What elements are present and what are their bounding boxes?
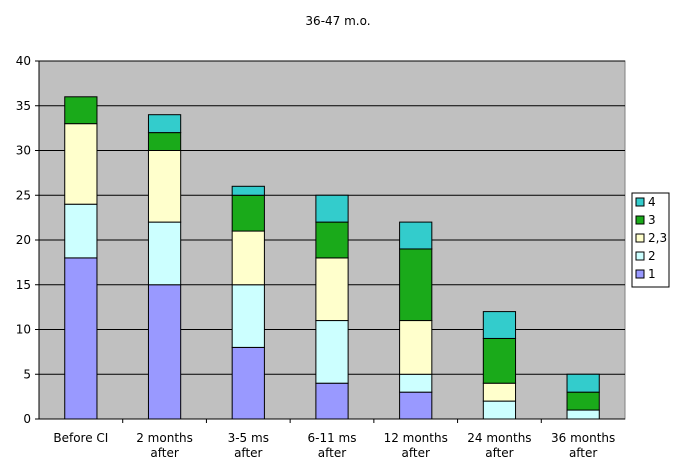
bar-segment <box>231 185 265 196</box>
bar-segment <box>399 373 433 393</box>
bar-segment <box>147 221 182 286</box>
bar-segment <box>147 284 182 420</box>
legend-swatch <box>635 233 645 243</box>
bar-segment <box>315 382 349 420</box>
x-tick-label: after <box>402 446 430 460</box>
bar-segment <box>64 203 98 259</box>
y-tick-label: 10 <box>16 323 31 337</box>
y-tick-label: 15 <box>16 278 31 292</box>
legend-swatch <box>635 251 645 261</box>
bar-segment <box>399 320 433 375</box>
bar-segment <box>566 391 600 411</box>
legend-label: 2 <box>648 249 656 263</box>
legend-label: 1 <box>648 267 656 281</box>
bar-segment <box>64 123 98 205</box>
bar-segment <box>399 221 433 250</box>
x-tick-label: 24 months <box>467 431 531 445</box>
bar-segment <box>64 257 98 420</box>
bar-segment <box>231 346 265 420</box>
x-tick-label: 2 months <box>136 431 193 445</box>
x-tick-label: after <box>485 446 513 460</box>
x-tick-label: after <box>234 446 262 460</box>
y-tick-label: 25 <box>16 188 31 202</box>
y-tick-label: 30 <box>16 144 31 158</box>
x-tick-label: Before CI <box>53 431 108 445</box>
bar-segment <box>147 132 182 152</box>
y-tick-label: 40 <box>16 54 31 68</box>
legend-label: 3 <box>648 213 656 227</box>
bar-segment <box>482 382 517 402</box>
legend-swatch <box>635 269 645 279</box>
y-tick-label: 5 <box>23 367 31 381</box>
bar-segment <box>566 409 600 420</box>
bar-segment <box>231 230 265 286</box>
x-tick-label: 12 months <box>384 431 448 445</box>
bar-segment <box>147 114 182 134</box>
bar-segment <box>315 257 349 322</box>
y-tick-label: 20 <box>16 233 31 247</box>
bar-segment <box>482 400 517 420</box>
bar-segment <box>147 150 182 223</box>
y-tick-label: 0 <box>23 412 31 426</box>
bar-segment <box>231 284 265 348</box>
bar-segment <box>399 391 433 420</box>
x-tick-label: 6-11 ms <box>308 431 357 445</box>
chart-title: 36-47 m.o. <box>305 14 370 28</box>
bar-segment <box>315 194 349 223</box>
legend-swatch <box>635 215 645 225</box>
bar-segment <box>231 194 265 232</box>
legend-swatch <box>635 197 645 207</box>
bar-segment <box>482 311 517 339</box>
x-tick-label: 3-5 ms <box>228 431 269 445</box>
bar-segment <box>315 320 349 384</box>
y-tick-label: 35 <box>16 99 31 113</box>
x-tick-label: after <box>150 446 178 460</box>
x-tick-label: 36 months <box>551 431 615 445</box>
bar-segment <box>64 96 98 125</box>
legend: 4 3 2,3 2 1 <box>631 192 670 288</box>
bars <box>64 96 600 420</box>
bar-segment <box>399 248 433 322</box>
y-axis: 0 5 10 15 20 25 30 35 40 <box>16 54 40 426</box>
bar-segment <box>566 373 600 393</box>
bar-segment <box>315 221 349 259</box>
bar-segment <box>482 337 517 384</box>
legend-label: 4 <box>648 195 656 209</box>
x-tick-label: after <box>569 446 597 460</box>
x-tick-label: after <box>318 446 346 460</box>
legend-label: 2,3 <box>648 231 667 245</box>
